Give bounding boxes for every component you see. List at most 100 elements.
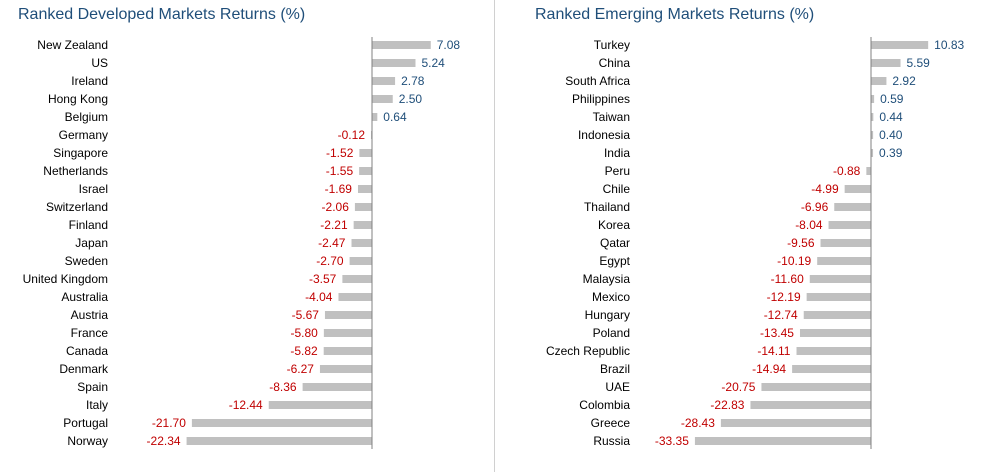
- dm-bar-italy: [268, 401, 372, 409]
- dm-bar-portugal: [191, 419, 372, 427]
- developed-markets-chart: New Zealand 7.08 US 5.24 Ireland 2.78 Hong Kon…: [23, 37, 461, 449]
- dm-bar-spain: [302, 383, 372, 391]
- em-bar-korea: [828, 221, 871, 229]
- dm-value-label-united-kingdom: -3.57: [309, 272, 337, 286]
- dm-value-label-singapore: -1.52: [326, 146, 354, 160]
- dm-value-label-finland: -2.21: [320, 218, 348, 232]
- dm-category-label-germany: Germany: [59, 128, 108, 142]
- em-bar-poland: [799, 329, 871, 337]
- em-value-label-peru: -0.88: [833, 164, 861, 178]
- em-category-label-chile: Chile: [603, 182, 631, 196]
- dm-value-label-portugal: -21.70: [152, 416, 186, 430]
- em-value-label-poland: -13.45: [760, 326, 794, 340]
- em-bar-mexico: [806, 293, 871, 301]
- em-value-label-russia: -33.35: [655, 434, 689, 448]
- dm-value-label-switzerland: -2.06: [322, 200, 350, 214]
- em-value-label-hungary: -12.74: [764, 308, 798, 322]
- dm-bar-finland: [353, 221, 372, 229]
- dm-bar-hong-kong: [372, 95, 393, 103]
- dm-category-label-new-zealand: New Zealand: [37, 38, 108, 52]
- emerging-chart-title: Ranked Emerging Markets Returns (%): [535, 6, 815, 23]
- em-value-label-czech-republic: -14.11: [757, 344, 790, 358]
- dm-category-label-france: France: [71, 326, 109, 340]
- em-bar-peru: [866, 167, 871, 175]
- dm-value-label-japan: -2.47: [318, 236, 346, 250]
- dm-category-label-hong-kong: Hong Kong: [48, 92, 108, 106]
- developed-markets-panel: Ranked Developed Markets Returns (%) New…: [0, 0, 490, 472]
- dm-value-label-new-zealand: 7.08: [437, 38, 461, 52]
- em-category-label-poland: Poland: [593, 326, 630, 340]
- dm-category-label-norway: Norway: [67, 434, 108, 448]
- dm-bar-belgium: [372, 113, 378, 121]
- em-category-label-colombia: Colombia: [579, 398, 630, 412]
- dm-value-label-germany: -0.12: [338, 128, 366, 142]
- em-bar-malaysia: [809, 275, 871, 283]
- em-category-label-thailand: Thailand: [584, 200, 630, 214]
- dm-category-label-belgium: Belgium: [65, 110, 108, 124]
- em-value-label-thailand: -6.96: [801, 200, 829, 214]
- dm-bar-sweden: [349, 257, 372, 265]
- em-value-label-taiwan: 0.44: [879, 110, 903, 124]
- dm-category-label-canada: Canada: [66, 344, 108, 358]
- em-value-label-chile: -4.99: [811, 182, 839, 196]
- dm-value-label-netherlands: -1.55: [326, 164, 354, 178]
- em-category-label-hungary: Hungary: [585, 308, 630, 322]
- dm-value-label-austria: -5.67: [292, 308, 320, 322]
- em-bar-uae: [761, 383, 871, 391]
- dm-bar-canada: [323, 347, 372, 355]
- dm-value-label-spain: -8.36: [269, 380, 297, 394]
- dm-value-label-france: -5.80: [291, 326, 319, 340]
- em-bar-colombia: [750, 401, 871, 409]
- em-bar-philippines: [871, 95, 875, 103]
- dm-value-label-norway: -22.34: [147, 434, 181, 448]
- dm-category-label-us: US: [91, 56, 108, 70]
- dm-value-label-ireland: 2.78: [401, 74, 425, 88]
- dm-category-label-denmark: Denmark: [59, 362, 109, 376]
- em-bar-russia: [694, 437, 871, 445]
- em-category-label-czech-republic: Czech Republic: [546, 344, 630, 358]
- em-value-label-south-africa: 2.92: [892, 74, 916, 88]
- em-bar-taiwan: [871, 113, 874, 121]
- dm-bar-france: [323, 329, 372, 337]
- dm-category-label-austria: Austria: [71, 308, 109, 322]
- em-bar-czech-republic: [796, 347, 871, 355]
- em-bar-turkey: [871, 41, 929, 49]
- em-value-label-brazil: -14.94: [752, 362, 786, 376]
- em-bar-thailand: [834, 203, 871, 211]
- dm-value-label-canada: -5.82: [290, 344, 318, 358]
- dm-value-label-israel: -1.69: [325, 182, 353, 196]
- dm-bar-switzerland: [354, 203, 372, 211]
- em-value-label-colombia: -22.83: [710, 398, 744, 412]
- em-bar-egypt: [817, 257, 871, 265]
- dm-value-label-denmark: -6.27: [287, 362, 315, 376]
- dm-value-label-sweden: -2.70: [316, 254, 344, 268]
- em-category-label-uae: UAE: [605, 380, 630, 394]
- dm-bar-united-kingdom: [342, 275, 372, 283]
- em-category-label-indonesia: Indonesia: [578, 128, 630, 142]
- dm-value-label-belgium: 0.64: [383, 110, 407, 124]
- em-category-label-malaysia: Malaysia: [583, 272, 631, 286]
- em-value-label-korea: -8.04: [795, 218, 823, 232]
- dm-category-label-singapore: Singapore: [53, 146, 108, 160]
- dm-category-label-portugal: Portugal: [63, 416, 108, 430]
- dm-bar-australia: [338, 293, 372, 301]
- dm-category-label-italy: Italy: [86, 398, 108, 412]
- dm-value-label-italy: -12.44: [229, 398, 263, 412]
- em-category-label-korea: Korea: [598, 218, 630, 232]
- em-value-label-indonesia: 0.40: [879, 128, 903, 142]
- developed-chart-title: Ranked Developed Markets Returns (%): [18, 6, 306, 23]
- dm-category-label-sweden: Sweden: [65, 254, 108, 268]
- em-value-label-uae: -20.75: [721, 380, 755, 394]
- em-bar-brazil: [792, 365, 871, 373]
- emerging-markets-panel: Ranked Emerging Markets Returns (%) Turk…: [510, 0, 1000, 472]
- em-category-label-mexico: Mexico: [592, 290, 630, 304]
- dm-category-label-ireland: Ireland: [71, 74, 108, 88]
- em-category-label-south-africa: South Africa: [565, 74, 630, 88]
- em-bar-indonesia: [871, 131, 874, 139]
- dm-bar-denmark: [319, 365, 372, 373]
- em-category-label-russia: Russia: [593, 434, 630, 448]
- em-category-label-peru: Peru: [605, 164, 630, 178]
- em-value-label-india: 0.39: [879, 146, 903, 160]
- em-value-label-malaysia: -11.60: [771, 272, 804, 286]
